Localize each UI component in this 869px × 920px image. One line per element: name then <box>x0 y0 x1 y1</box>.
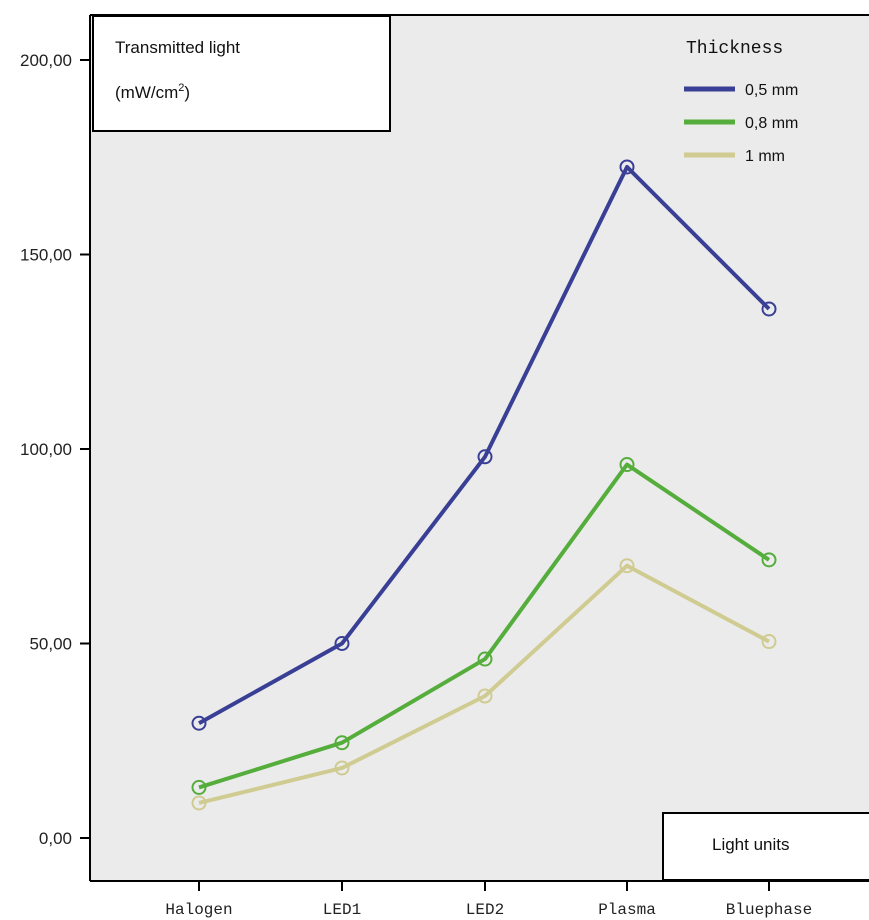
data-point <box>761 634 777 650</box>
y-axis-title-line2: (mW/cm2) <box>115 82 190 102</box>
data-point <box>191 715 207 731</box>
x-tick-label: Bluephase <box>726 901 812 919</box>
legend-title: Thickness <box>686 39 783 59</box>
x-axis-title-box: Light units <box>662 812 869 881</box>
y-axis-title-box: Transmitted light (mW/cm2) <box>92 15 391 132</box>
x-tick-label: LED2 <box>466 901 504 919</box>
x-tick-label: Plasma <box>598 901 656 919</box>
data-point <box>334 735 350 751</box>
data-point <box>334 636 350 651</box>
data-point <box>334 760 350 776</box>
legend: Thickness 0,5 mm 0,8 mm 1 mm <box>684 39 798 165</box>
legend-items: 0,5 mm 0,8 mm 1 mm <box>684 82 798 165</box>
plot-area <box>90 15 869 881</box>
x-axis-title: Light units <box>712 835 790 854</box>
data-point <box>619 159 635 175</box>
y-tick-label: 0,00 <box>39 829 72 848</box>
legend-label: 0,5 mm <box>745 82 798 99</box>
legend-label: 1 mm <box>745 148 785 165</box>
y-axis-ticks: 0,00 50,00 100,00 150,00 200,00 <box>20 51 90 848</box>
data-point <box>191 779 207 795</box>
data-point <box>619 457 635 473</box>
legend-label: 0,8 mm <box>745 115 798 132</box>
x-tick-label: Halogen <box>165 901 232 919</box>
data-point <box>477 651 493 667</box>
data-point <box>477 449 493 465</box>
y-tick-label: 100,00 <box>20 440 72 459</box>
x-axis-ticks: Halogen LED1 LED2 Plasma Bluephase <box>165 881 812 919</box>
series-line <box>198 462 771 790</box>
series-line <box>198 563 770 805</box>
data-point <box>761 301 777 317</box>
data-point <box>619 558 635 574</box>
y-axis-title-line1: Transmitted light <box>115 38 240 57</box>
data-point <box>761 552 777 568</box>
y-tick-label: 150,00 <box>20 246 72 265</box>
series-layer <box>191 159 777 811</box>
series-line <box>198 164 771 725</box>
x-tick-label: LED1 <box>323 901 361 919</box>
data-point <box>191 795 207 811</box>
data-point <box>477 688 493 704</box>
y-tick-label: 200,00 <box>20 51 72 70</box>
y-tick-label: 50,00 <box>29 635 72 654</box>
